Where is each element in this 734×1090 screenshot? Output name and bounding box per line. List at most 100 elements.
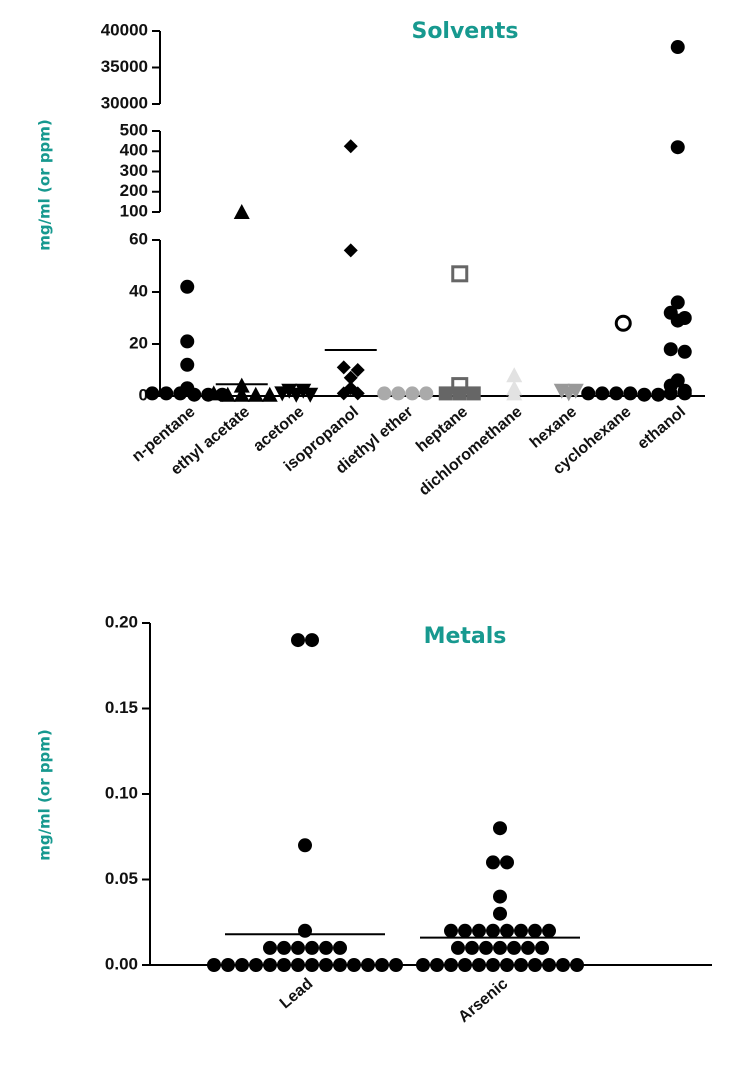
data-point xyxy=(493,821,507,836)
data-point xyxy=(233,204,250,219)
data-point xyxy=(677,386,692,401)
data-point xyxy=(670,140,685,155)
data-point xyxy=(506,367,523,383)
y-tick-label: 60 xyxy=(129,229,148,248)
y-tick-label: 40000 xyxy=(101,20,148,39)
data-point xyxy=(670,313,685,328)
data-point xyxy=(277,940,291,955)
data-point xyxy=(263,958,277,972)
data-point xyxy=(493,906,507,921)
data-point xyxy=(343,370,358,385)
data-point xyxy=(581,386,596,401)
data-point xyxy=(291,958,305,972)
data-point xyxy=(444,958,458,972)
data-point xyxy=(486,958,500,972)
data-point xyxy=(145,386,160,401)
data-point xyxy=(542,958,556,972)
x-tick-label: Arsenic xyxy=(455,975,511,1026)
y-tick-label: 0.15 xyxy=(105,698,138,717)
data-point xyxy=(458,923,472,938)
x-tick-label: Lead xyxy=(277,975,317,1012)
data-point xyxy=(343,139,358,154)
data-point xyxy=(514,958,528,972)
data-point xyxy=(180,357,195,372)
data-point xyxy=(521,940,535,955)
data-point xyxy=(247,386,264,402)
data-point xyxy=(391,386,406,401)
data-point xyxy=(479,940,493,955)
data-point xyxy=(500,923,514,938)
data-point xyxy=(249,958,263,972)
data-point xyxy=(419,386,434,401)
data-point xyxy=(670,295,685,310)
y-tick-label: 400 xyxy=(120,141,148,160)
data-point xyxy=(663,386,678,401)
data-point xyxy=(451,940,465,955)
data-point xyxy=(205,385,222,401)
data-point xyxy=(535,940,549,955)
data-point xyxy=(472,958,486,972)
data-point xyxy=(623,386,638,401)
data-point xyxy=(528,958,542,972)
data-point xyxy=(274,386,291,402)
data-point xyxy=(507,940,521,955)
y-tick-label: 30000 xyxy=(101,93,148,112)
data-point xyxy=(291,633,305,648)
data-point xyxy=(416,958,430,972)
y-tick-label: 500 xyxy=(120,120,148,139)
data-point xyxy=(173,386,188,401)
data-point xyxy=(500,855,514,870)
data-point xyxy=(486,855,500,870)
data-point xyxy=(336,386,351,401)
data-point xyxy=(219,386,236,402)
data-point xyxy=(438,386,453,401)
data-point xyxy=(663,342,678,357)
data-point xyxy=(221,958,235,972)
y-tick-label: 40 xyxy=(129,281,148,300)
y-tick-label: 200 xyxy=(120,181,148,200)
data-point xyxy=(305,958,319,972)
data-point xyxy=(288,387,305,403)
y-tick-label: 300 xyxy=(120,161,148,180)
y-tick-label: 20 xyxy=(129,333,148,352)
y-tick-label: 0.00 xyxy=(105,954,138,973)
y-axis-title: mg/ml (or ppm) xyxy=(36,729,54,861)
y-tick-label: 100 xyxy=(120,201,148,220)
data-point xyxy=(677,344,692,359)
data-point xyxy=(319,940,333,955)
data-point xyxy=(180,279,195,294)
data-point xyxy=(347,958,361,972)
x-tick-label: hexane xyxy=(527,403,580,452)
data-point xyxy=(305,940,319,955)
data-point xyxy=(298,838,312,853)
data-point xyxy=(451,265,469,283)
data-point xyxy=(319,958,333,972)
data-point xyxy=(333,940,347,955)
data-point xyxy=(350,363,365,377)
data-point xyxy=(350,386,365,401)
data-point xyxy=(333,958,347,972)
data-point xyxy=(637,387,652,402)
data-point xyxy=(609,386,624,401)
x-tick-label: dichloromethane xyxy=(416,403,526,499)
y-tick-label: 0.10 xyxy=(105,783,138,802)
data-point xyxy=(493,940,507,955)
data-point xyxy=(180,334,195,349)
data-point xyxy=(528,923,542,938)
data-point xyxy=(458,958,472,972)
data-point xyxy=(375,958,389,972)
data-point xyxy=(542,923,556,938)
chart-title: Metals xyxy=(424,624,507,649)
y-tick-label: 0 xyxy=(139,385,148,404)
data-point xyxy=(302,387,319,403)
data-point xyxy=(670,40,685,55)
data-point xyxy=(556,958,570,972)
data-point xyxy=(336,360,351,375)
data-point xyxy=(159,386,174,401)
data-point xyxy=(614,314,632,332)
data-point xyxy=(500,958,514,972)
data-point xyxy=(277,958,291,972)
data-point xyxy=(295,383,312,399)
data-point xyxy=(466,386,481,401)
data-point xyxy=(570,958,584,972)
